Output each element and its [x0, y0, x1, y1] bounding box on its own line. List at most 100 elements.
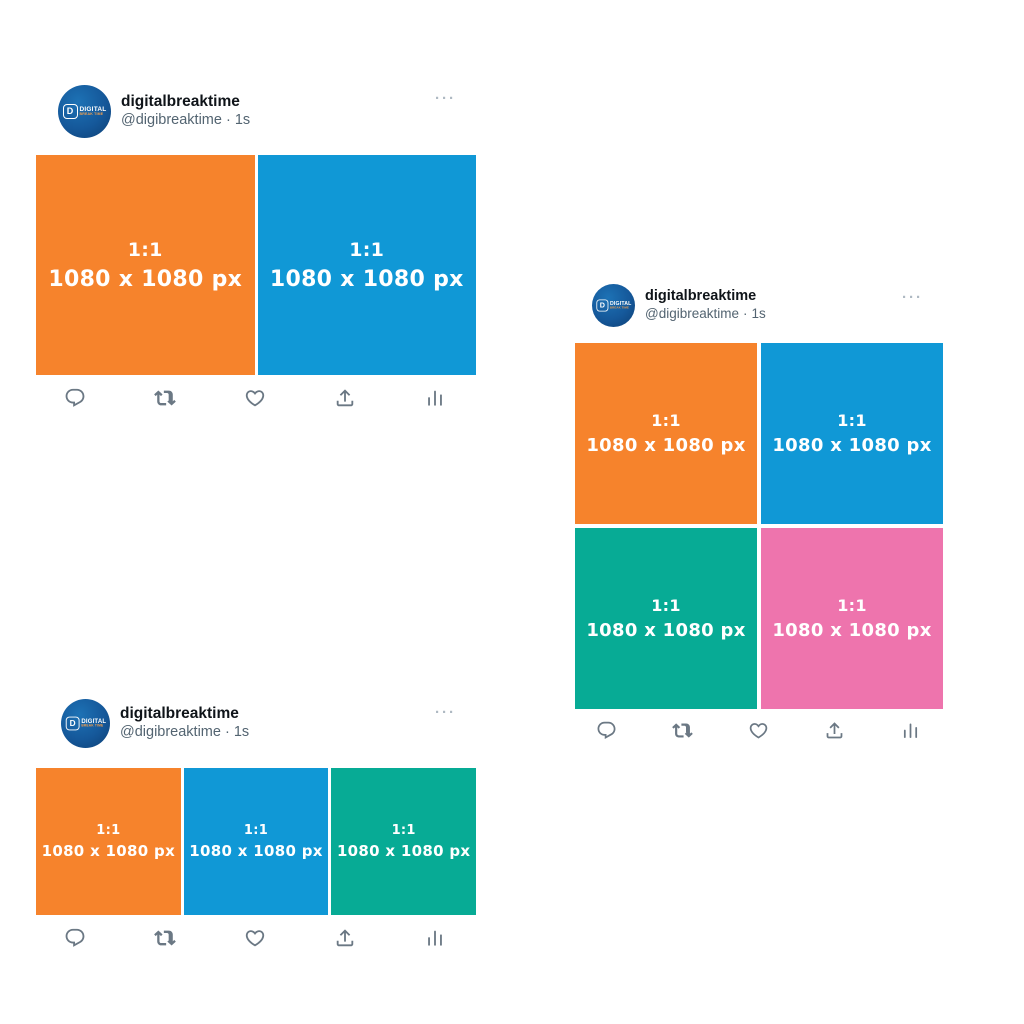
- tile-dimensions-label: 1080 x 1080 px: [336, 842, 471, 860]
- tweet-actions: [575, 720, 943, 741]
- tweet-timestamp: 1s: [234, 112, 251, 129]
- avatar[interactable]: D DIGITAL BREAK TIME: [61, 699, 110, 748]
- like-button[interactable]: [748, 720, 769, 741]
- tile-aspect-ratio-label: 1:1: [96, 823, 121, 838]
- share-icon: [336, 389, 354, 407]
- heart-icon: [245, 390, 265, 407]
- media-image-tile[interactable]: 1:1 1080 x 1080 px: [761, 343, 943, 524]
- bar-chart-icon: [903, 723, 918, 738]
- reply-icon: [65, 388, 85, 407]
- analytics-button[interactable]: [424, 387, 446, 409]
- account-identity: digitalbreaktime @digibreaktime · 1s: [645, 288, 766, 322]
- heart-icon: [245, 930, 265, 947]
- tile-aspect-ratio-label: 1:1: [349, 238, 385, 261]
- display-name[interactable]: digitalbreaktime: [645, 288, 757, 305]
- tweet-timestamp: 1s: [751, 306, 766, 322]
- brand-line-2: BREAK TIME: [80, 724, 103, 728]
- tweet-media-grid: 1:1 1080 x 1080 px 1:1 1080 x 1080 px: [36, 155, 476, 375]
- media-image-tile[interactable]: 1:1 1080 x 1080 px: [36, 155, 255, 375]
- like-button[interactable]: [244, 387, 266, 409]
- share-icon: [336, 929, 354, 947]
- tile-dimensions-label: 1080 x 1080 px: [48, 266, 243, 292]
- account-handle[interactable]: @digibreaktime · 1s: [645, 306, 766, 322]
- avatar[interactable]: D DIGITAL BREAK TIME: [58, 85, 111, 138]
- bar-chart-icon: [428, 930, 442, 946]
- tweet-card-two-images: D DIGITAL BREAK TIME digitalbreaktime @d…: [36, 85, 476, 409]
- brand-line-2: BREAK TIME: [609, 306, 629, 310]
- retweet-icon: [672, 723, 693, 738]
- bar-chart-icon: [428, 390, 442, 406]
- tweet-header: D DIGITAL BREAK TIME digitalbreaktime @d…: [36, 699, 476, 748]
- retweet-button[interactable]: [154, 927, 176, 949]
- analytics-button[interactable]: [900, 720, 921, 741]
- like-button[interactable]: [244, 927, 266, 949]
- brand-logo: D DIGITAL BREAK TIME: [595, 299, 632, 312]
- tweet-header: D DIGITAL BREAK TIME digitalbreaktime @d…: [36, 85, 476, 138]
- logo-d-icon: D: [62, 104, 78, 119]
- tile-dimensions-label: 1080 x 1080 px: [772, 435, 932, 456]
- brand-line-1: DIGITAL: [609, 301, 632, 307]
- more-menu-button[interactable]: ···: [435, 90, 456, 107]
- analytics-button[interactable]: [424, 927, 446, 949]
- share-button[interactable]: [334, 387, 356, 409]
- brand-line-1: DIGITAL: [79, 106, 107, 113]
- media-image-tile[interactable]: 1:1 1080 x 1080 px: [36, 768, 181, 915]
- brand-logo: D DIGITAL BREAK TIME: [62, 104, 107, 119]
- retweet-button[interactable]: [672, 720, 693, 741]
- share-button[interactable]: [824, 720, 845, 741]
- tweet-timestamp: 1s: [233, 724, 250, 741]
- avatar[interactable]: D DIGITAL BREAK TIME: [592, 284, 635, 327]
- tweet-actions: [36, 927, 476, 949]
- account-handle[interactable]: @digibreaktime · 1s: [121, 112, 251, 129]
- reply-icon: [65, 928, 85, 947]
- media-image-tile[interactable]: 1:1 1080 x 1080 px: [257, 155, 476, 375]
- media-image-tile[interactable]: 1:1 1080 x 1080 px: [761, 528, 943, 709]
- tweet-actions: [36, 387, 476, 409]
- tweet-card-four-images: D DIGITAL BREAK TIME digitalbreaktime @d…: [575, 284, 943, 741]
- retweet-icon: [154, 930, 176, 946]
- more-menu-button[interactable]: ···: [902, 289, 923, 306]
- account-identity: digitalbreaktime @digibreaktime · 1s: [121, 93, 250, 130]
- brand-line-1: DIGITAL: [80, 718, 106, 725]
- account-handle[interactable]: @digibreaktime · 1s: [120, 724, 250, 741]
- tweet-media-grid: 1:1 1080 x 1080 px 1:1 1080 x 1080 px 1:…: [575, 343, 943, 709]
- share-icon: [826, 722, 843, 739]
- tile-dimensions-label: 1080 x 1080 px: [772, 620, 932, 641]
- reply-button[interactable]: [64, 387, 86, 409]
- tweet-header: D DIGITAL BREAK TIME digitalbreaktime @d…: [575, 284, 943, 327]
- logo-d-icon: D: [595, 299, 608, 312]
- tile-aspect-ratio-label: 1:1: [837, 411, 867, 430]
- tweet-media-grid: 1:1 1080 x 1080 px 1:1 1080 x 1080 px 1:…: [36, 768, 476, 915]
- retweet-button[interactable]: [154, 387, 176, 409]
- media-image-tile[interactable]: 1:1 1080 x 1080 px: [575, 528, 757, 709]
- heart-icon: [749, 723, 768, 739]
- tile-dimensions-label: 1080 x 1080 px: [41, 842, 176, 860]
- media-image-tile[interactable]: 1:1 1080 x 1080 px: [575, 343, 757, 524]
- tile-aspect-ratio-label: 1:1: [651, 411, 681, 430]
- more-menu-button[interactable]: ···: [435, 704, 456, 721]
- tile-aspect-ratio-label: 1:1: [243, 823, 269, 838]
- tile-aspect-ratio-label: 1:1: [391, 823, 416, 838]
- share-button[interactable]: [334, 927, 356, 949]
- display-name[interactable]: digitalbreaktime: [121, 93, 240, 111]
- tile-dimensions-label: 1080 x 1080 px: [586, 620, 746, 641]
- tweet-card-three-images: D DIGITAL BREAK TIME digitalbreaktime @d…: [36, 699, 476, 949]
- media-image-tile[interactable]: 1:1 1080 x 1080 px: [331, 768, 476, 915]
- tile-dimensions-label: 1080 x 1080 px: [586, 435, 746, 456]
- reply-button[interactable]: [596, 720, 617, 741]
- retweet-icon: [154, 390, 176, 406]
- tile-aspect-ratio-label: 1:1: [837, 596, 867, 615]
- tile-dimensions-label: 1080 x 1080 px: [269, 266, 464, 292]
- tile-dimensions-label: 1080 x 1080 px: [189, 842, 323, 860]
- display-name[interactable]: digitalbreaktime: [120, 705, 239, 723]
- reply-button[interactable]: [64, 927, 86, 949]
- brand-line-2: BREAK TIME: [79, 112, 104, 117]
- tile-aspect-ratio-label: 1:1: [127, 238, 163, 261]
- brand-logo: D DIGITAL BREAK TIME: [65, 716, 106, 731]
- tile-aspect-ratio-label: 1:1: [651, 596, 681, 615]
- logo-d-icon: D: [65, 716, 80, 731]
- media-image-tile[interactable]: 1:1 1080 x 1080 px: [183, 768, 329, 915]
- account-identity: digitalbreaktime @digibreaktime · 1s: [120, 705, 249, 742]
- reply-icon: [597, 721, 616, 739]
